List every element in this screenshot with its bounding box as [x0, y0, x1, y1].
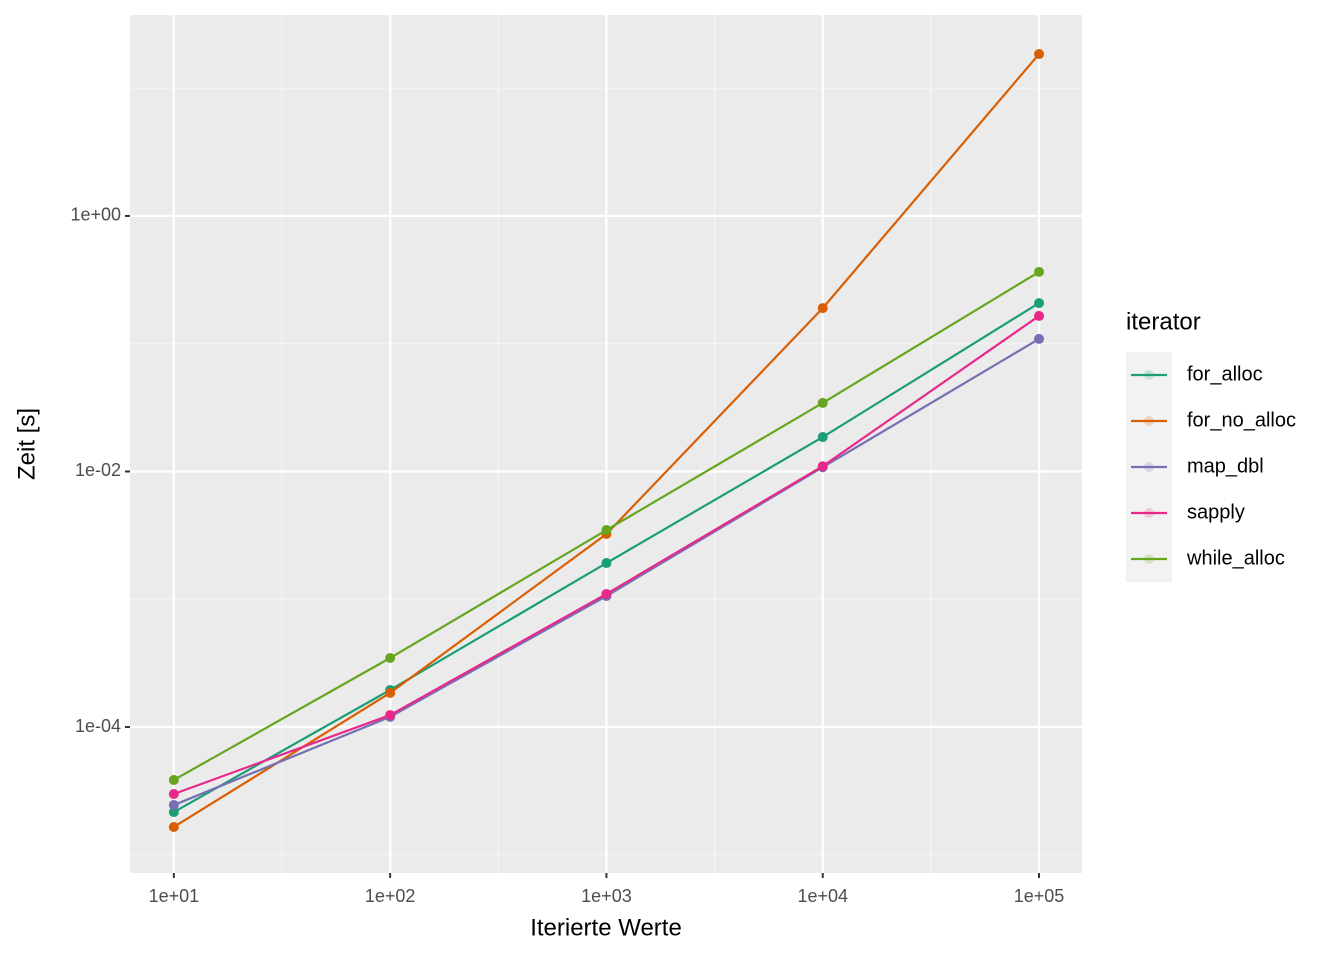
data-point	[385, 687, 396, 698]
legend-point	[1144, 554, 1154, 564]
legend-title: iterator	[1126, 308, 1201, 335]
x-tick-label: 1e+05	[1014, 886, 1065, 906]
data-point	[817, 303, 828, 314]
data-point	[168, 788, 179, 799]
data-point	[1034, 49, 1045, 60]
y-tick-label: 1e-04	[75, 716, 121, 736]
data-point	[385, 652, 396, 663]
grid	[130, 15, 1082, 873]
data-point	[601, 525, 612, 536]
legend-point	[1144, 416, 1154, 426]
data-point	[168, 774, 179, 785]
legend-label: while_alloc	[1186, 547, 1285, 569]
x-tick-label: 1e+02	[365, 886, 416, 906]
x-tick-label: 1e+04	[797, 886, 848, 906]
y-tick-label: 1e-02	[75, 460, 121, 480]
data-point	[601, 588, 612, 599]
data-point	[817, 432, 828, 443]
legend-point	[1144, 508, 1154, 518]
data-point	[817, 461, 828, 472]
legend-point	[1144, 370, 1154, 380]
plot-area	[168, 49, 1045, 832]
data-point	[168, 807, 179, 818]
data-point	[817, 397, 828, 408]
x-tick-label: 1e+03	[581, 886, 632, 906]
data-point	[1034, 266, 1045, 277]
legend-point	[1144, 462, 1154, 472]
data-point	[1034, 333, 1045, 344]
data-point	[1034, 310, 1045, 321]
legend-label: for_no_alloc	[1187, 409, 1296, 431]
data-point	[1034, 298, 1045, 309]
legend-label: for_alloc	[1187, 363, 1263, 385]
data-point	[168, 800, 179, 811]
y-axis-title: Zeit [s]	[13, 408, 40, 480]
data-point	[168, 821, 179, 832]
data-point	[385, 710, 396, 721]
legend-label: sapply	[1187, 501, 1245, 523]
legend-label: map_dbl	[1187, 455, 1264, 477]
y-tick-label: 1e+00	[70, 205, 121, 225]
x-tick-label: 1e+01	[149, 886, 200, 906]
data-point	[601, 558, 612, 569]
x-axis-title: Iterierte Werte	[530, 914, 682, 941]
